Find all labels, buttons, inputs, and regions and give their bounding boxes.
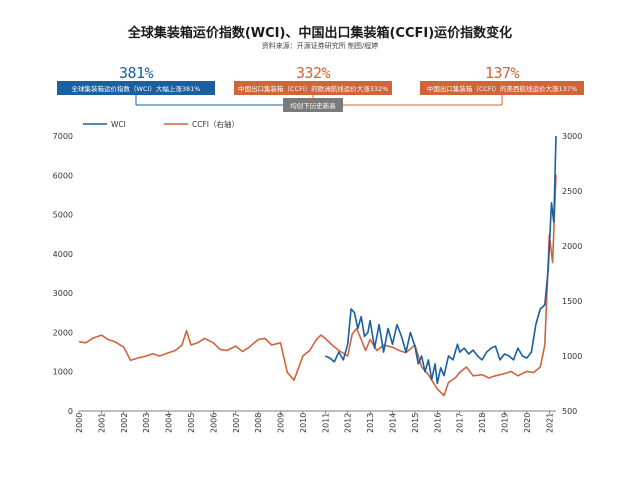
x-tick-label: 2009	[277, 413, 286, 433]
x-tick-label: 2008	[254, 413, 263, 433]
x-tick-label: 2010	[299, 413, 308, 433]
europe-stat-value: 332%	[295, 64, 331, 82]
right-tick-label: 1500	[562, 297, 582, 306]
x-tick-label: 2021	[545, 413, 554, 433]
x-tick-label: 2003	[142, 413, 151, 433]
left-tick-label: 0	[68, 407, 73, 416]
x-tick-label: 2007	[232, 413, 241, 433]
right-tick-label: 1000	[562, 352, 582, 361]
x-tick-label: 2016	[433, 413, 442, 433]
chart-axes: 0 1000 2000 3000 4000 5000 6000 7000 500 1000 1500…	[53, 132, 583, 433]
left-tick-label: 5000	[53, 211, 73, 220]
x-tick-label: 2005	[187, 413, 196, 433]
x-tick-label: 2001	[97, 413, 106, 433]
left-tick-label: 6000	[53, 171, 73, 180]
left-tick-label: 4000	[53, 250, 73, 259]
x-tick-label: 2006	[209, 413, 218, 433]
chart-lines	[78, 135, 557, 397]
x-tick-label: 2014	[389, 413, 398, 433]
legend-label-ccfi: CCFI（右轴）	[192, 119, 239, 129]
us-stat-value: 137%	[484, 64, 520, 82]
wci-stat-callout: 381% 全球集装箱运价指数（WCI）大幅上涨381%	[57, 65, 215, 95]
x-tick-label: 2012	[344, 413, 353, 433]
x-tick-label: 2020	[523, 413, 532, 433]
left-tick-label: 3000	[53, 289, 73, 298]
europe-stat-label: 中国出口集装箱（CCFI）的欧洲航线运价大涨332%	[234, 81, 392, 95]
x-tick-label: 2018	[478, 413, 487, 433]
x-tick-label: 2000	[75, 413, 84, 433]
us-stat-callout: 137% 中国出口集装箱（CCFI）的美西航线运价大涨137%	[420, 65, 584, 95]
right-tick-label: 2000	[562, 242, 582, 251]
series-line-ccfi	[78, 174, 557, 397]
chart-title: 全球集装箱运价指数(WCI)、中国出口集装箱(CCFI)运价指数变化	[127, 26, 513, 41]
x-tick-label: 2017	[456, 413, 465, 433]
wci-stat-value: 381%	[118, 64, 154, 82]
x-tick-label: 2019	[500, 413, 509, 433]
series-line-wci	[324, 135, 557, 385]
left-tick-label: 2000	[53, 328, 73, 337]
left-tick-label: 7000	[53, 132, 73, 141]
us-stat-label: 中国出口集装箱（CCFI）的美西航线运价大涨137%	[420, 81, 584, 95]
left-tick-label: 1000	[53, 368, 73, 377]
right-tick-label: 500	[562, 407, 577, 416]
x-tick-label: 2002	[120, 413, 129, 433]
right-tick-label: 3000	[562, 132, 582, 141]
x-tick-label: 2004	[165, 413, 174, 433]
x-tick-label: 2011	[321, 413, 330, 433]
x-tick-label: 2015	[411, 413, 420, 433]
europe-stat-callout: 332% 中国出口集装箱（CCFI）的欧洲航线运价大涨332%	[234, 65, 392, 95]
right-tick-label: 2500	[562, 187, 582, 196]
chart-source: 资料来源：开源证券研究所 制图/程婷	[261, 42, 379, 50]
x-tick-label: 2013	[366, 413, 375, 433]
callout-connectors	[135, 93, 503, 106]
wci-stat-label: 全球集装箱运价指数（WCI）大幅上涨381%	[57, 81, 215, 95]
chart-legend: WCI CCFI（右轴）	[83, 119, 239, 129]
legend-label-wci: WCI	[111, 120, 126, 129]
